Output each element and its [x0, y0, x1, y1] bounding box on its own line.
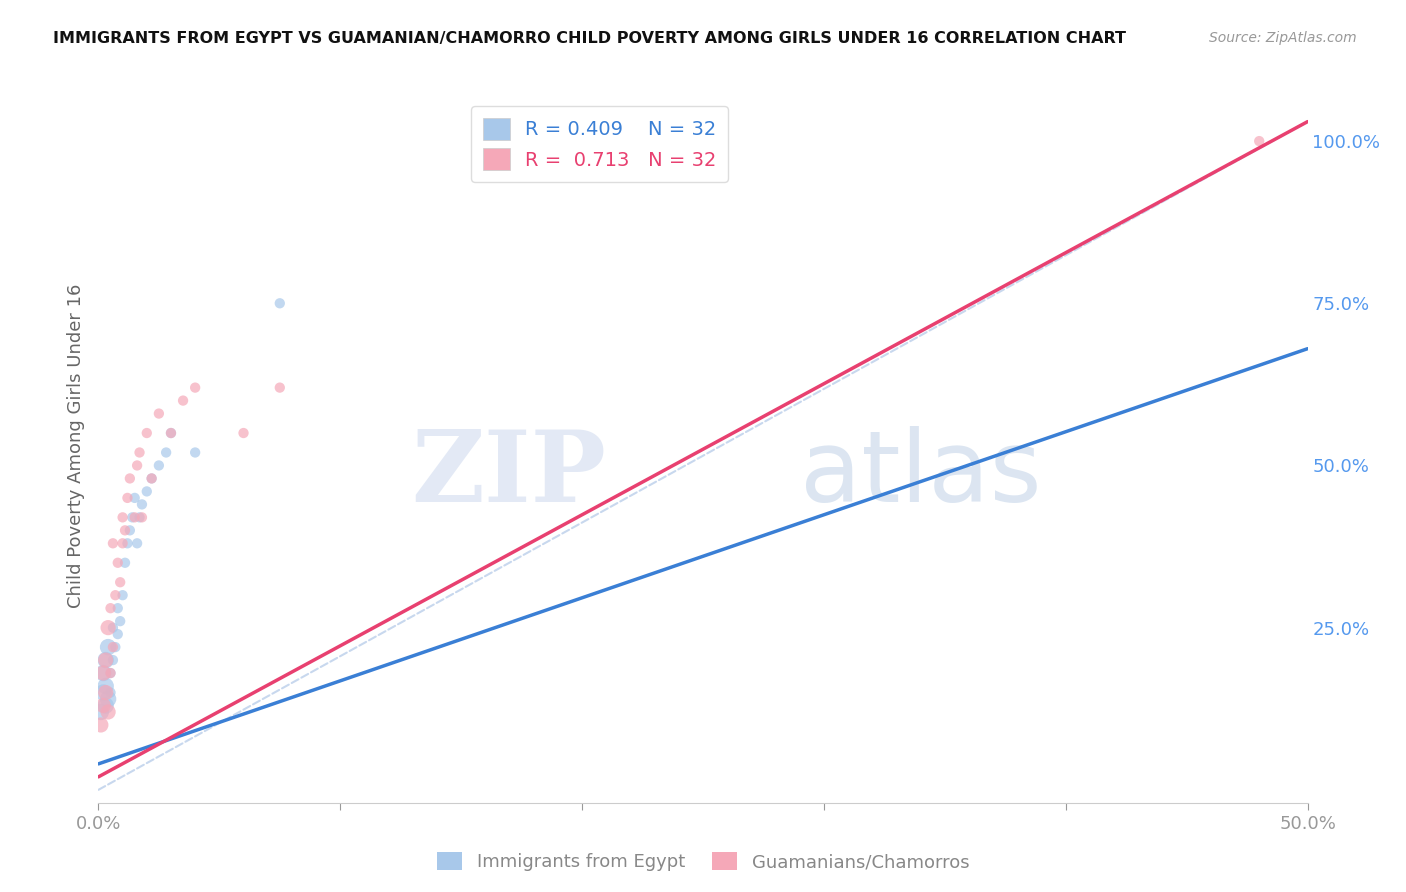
Point: [91, 685, 114, 699]
Point: [114, 524, 136, 538]
Point: [104, 588, 127, 602]
Point: [232, 425, 254, 440]
Point: [128, 510, 150, 524]
Point: [114, 556, 136, 570]
Point: [108, 575, 131, 590]
Point: [269, 296, 291, 310]
Point: [111, 588, 134, 602]
Point: [148, 407, 170, 421]
Point: [91, 698, 114, 713]
Point: [94, 653, 117, 667]
Point: [128, 445, 150, 459]
Text: ZIP: ZIP: [412, 426, 606, 523]
Point: [94, 698, 117, 713]
Point: [100, 601, 122, 615]
Point: [107, 601, 129, 615]
Point: [1249, 134, 1271, 148]
Point: [127, 458, 149, 473]
Point: [101, 621, 124, 635]
Point: [100, 666, 122, 681]
Point: [135, 425, 157, 440]
Point: [107, 627, 129, 641]
Point: [121, 510, 143, 524]
Point: [107, 556, 129, 570]
Point: [97, 640, 120, 654]
Point: [184, 381, 207, 395]
Point: [141, 471, 163, 485]
Point: [184, 445, 207, 459]
Point: [91, 666, 114, 681]
Point: [97, 705, 120, 719]
Point: [91, 666, 114, 681]
Point: [141, 471, 163, 485]
Point: [117, 491, 139, 505]
Point: [108, 614, 131, 628]
Point: [97, 621, 120, 635]
Point: [94, 679, 117, 693]
Point: [160, 425, 183, 440]
Point: [155, 445, 177, 459]
Point: [100, 666, 122, 681]
Point: [148, 458, 170, 473]
Point: [90, 718, 112, 732]
Point: [101, 536, 124, 550]
Legend: R = 0.409    N = 32, R =  0.713   N = 32: R = 0.409 N = 32, R = 0.713 N = 32: [471, 106, 728, 182]
Point: [127, 536, 149, 550]
Point: [94, 685, 117, 699]
Point: [118, 471, 141, 485]
Point: [97, 692, 120, 706]
Point: [104, 640, 127, 654]
Point: [131, 510, 153, 524]
Point: [124, 491, 146, 505]
Point: [101, 653, 124, 667]
Point: [269, 381, 291, 395]
Point: [94, 653, 117, 667]
Point: [131, 497, 153, 511]
Point: [135, 484, 157, 499]
Y-axis label: Child Poverty Among Girls Under 16: Child Poverty Among Girls Under 16: [66, 284, 84, 608]
Point: [111, 510, 134, 524]
Point: [124, 510, 146, 524]
Point: [117, 536, 139, 550]
Point: [172, 393, 194, 408]
Legend: Immigrants from Egypt, Guamanians/Chamorros: Immigrants from Egypt, Guamanians/Chamor…: [430, 845, 976, 879]
Point: [160, 425, 183, 440]
Point: [111, 536, 134, 550]
Text: Source: ZipAtlas.com: Source: ZipAtlas.com: [1209, 31, 1357, 45]
Text: IMMIGRANTS FROM EGYPT VS GUAMANIAN/CHAMORRO CHILD POVERTY AMONG GIRLS UNDER 16 C: IMMIGRANTS FROM EGYPT VS GUAMANIAN/CHAMO…: [53, 31, 1126, 46]
Point: [100, 685, 122, 699]
Point: [90, 705, 112, 719]
Text: atlas: atlas: [800, 426, 1042, 523]
Point: [118, 524, 141, 538]
Point: [101, 640, 124, 654]
